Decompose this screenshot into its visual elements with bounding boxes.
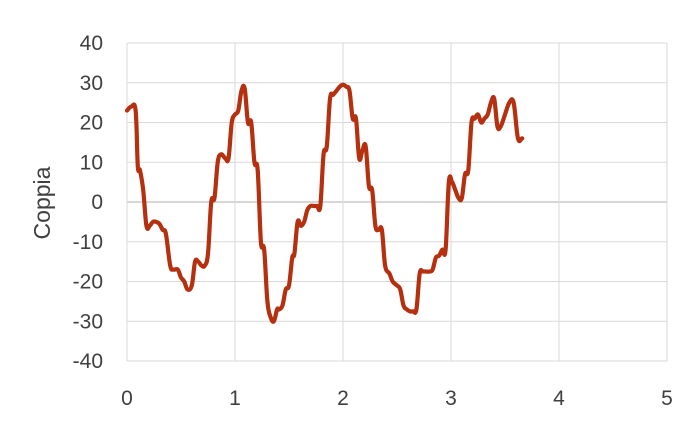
y-tick-label: -20 <box>73 271 103 294</box>
x-tick-label: 1 <box>229 387 241 410</box>
y-tick-label: -30 <box>73 310 103 333</box>
tick-labels: 40 30 20 10 0 -10 -20 -30 -40 0 1 2 3 4 5 <box>73 32 673 410</box>
y-tick-label: 20 <box>80 112 103 135</box>
y-tick-label: 0 <box>91 191 103 214</box>
series-layer <box>124 82 525 324</box>
y-tick-label: 40 <box>80 32 103 55</box>
grid-lines <box>126 42 668 362</box>
y-tick-label: -40 <box>73 350 103 373</box>
x-tick-label: 5 <box>661 387 673 410</box>
x-tick-label: 2 <box>337 387 349 410</box>
x-tick-label: 3 <box>445 387 457 410</box>
x-tick-label: 0 <box>121 387 133 410</box>
x-tick-label: 4 <box>553 387 565 410</box>
series-line-coppia <box>124 82 525 324</box>
y-tick-label: 10 <box>80 151 103 174</box>
y-tick-label: -10 <box>73 231 103 254</box>
y-axis-title: Coppia <box>29 166 55 239</box>
y-tick-label: 30 <box>80 72 103 95</box>
